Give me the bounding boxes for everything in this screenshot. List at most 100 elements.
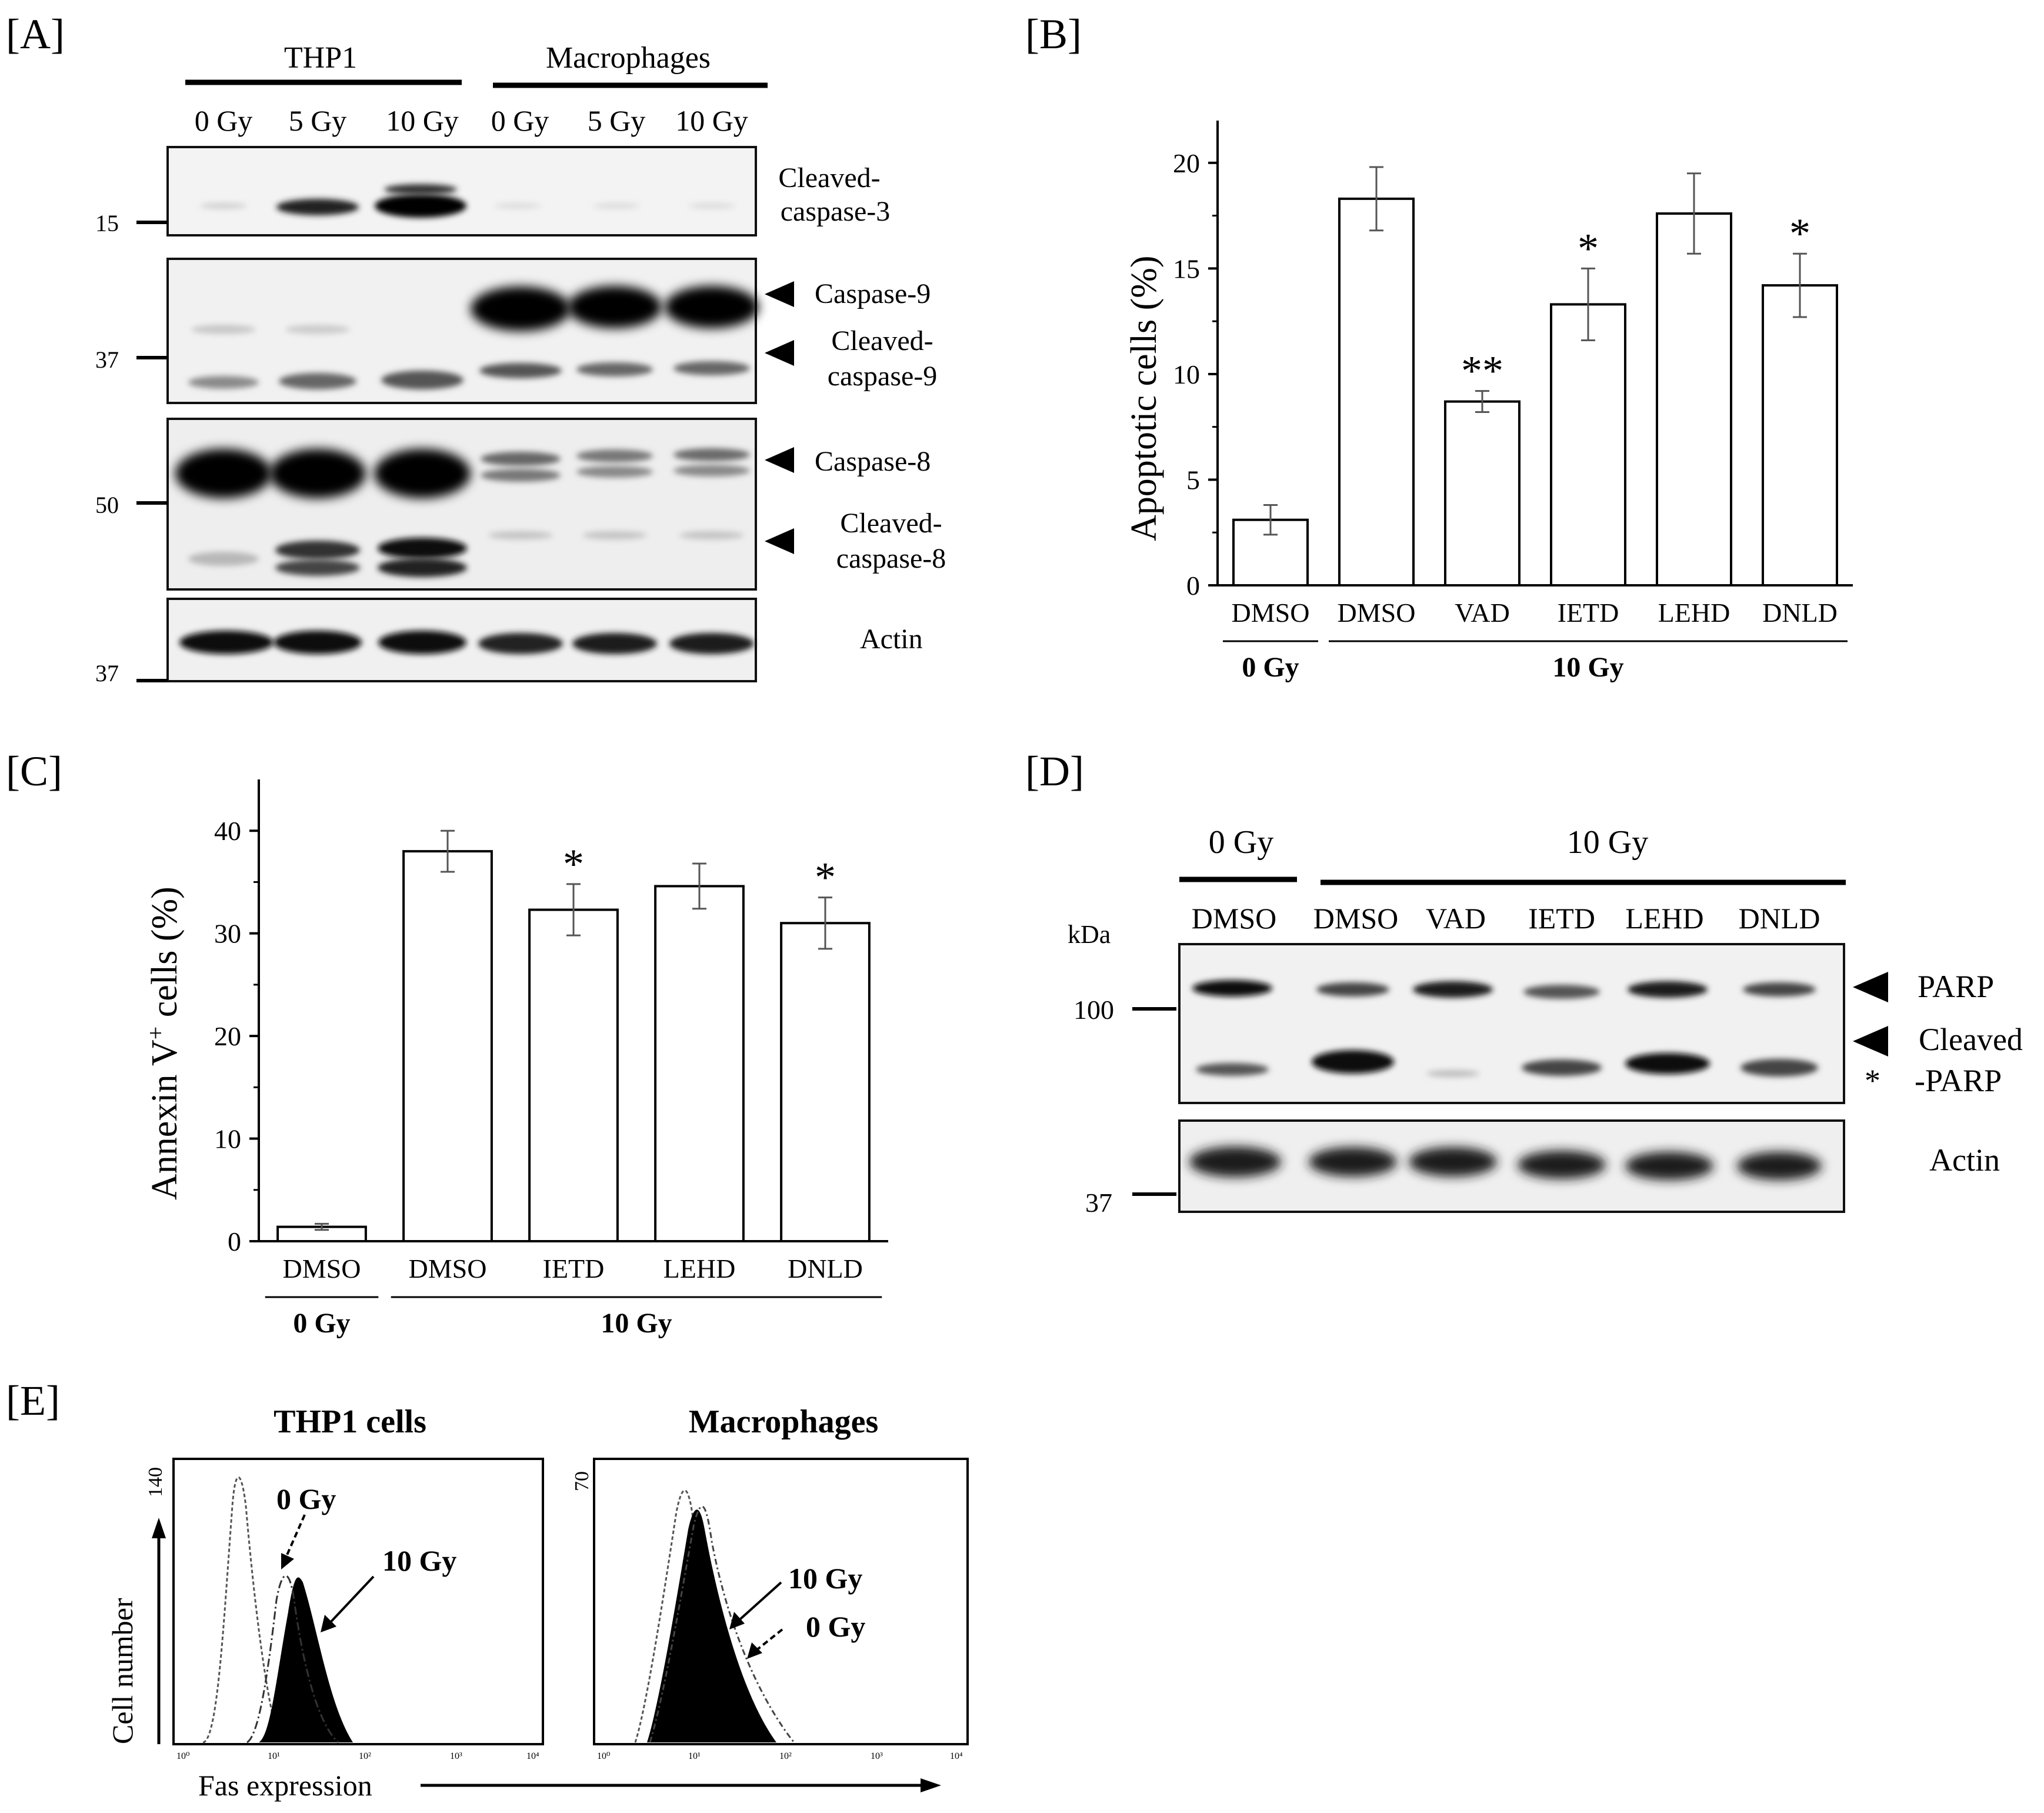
x-tick-label: 10²: [359, 1751, 371, 1761]
panel-e-label: [E]: [6, 1377, 60, 1424]
lane-label: 5 Gy: [289, 104, 347, 137]
bar: [1656, 212, 1732, 586]
arrowhead-icon: [765, 528, 794, 554]
group-label: 10 Gy: [601, 1308, 672, 1339]
marker-label: 37: [95, 660, 119, 686]
lane-label: DMSO: [1192, 902, 1276, 935]
lane-label: 5 Gy: [588, 104, 646, 137]
blot-actin: [166, 598, 757, 682]
significance-star: *: [1789, 210, 1810, 257]
lane-label: VAD: [1426, 902, 1486, 935]
arrowhead-icon: [281, 1553, 294, 1569]
dose-label: 0 Gy: [806, 1610, 865, 1643]
bar: [780, 922, 871, 1242]
arrowhead-icon: [921, 1778, 941, 1792]
x-tick-label: DMSO: [283, 1254, 361, 1284]
arrowhead-icon: [765, 340, 794, 366]
bar: [1762, 284, 1838, 586]
panel-c-label: [C]: [6, 748, 62, 795]
histogram-thp1: 0 Gy 10 Gy 140 10⁰ 10¹ 10² 10³ 10⁴: [145, 1458, 544, 1761]
y-tick-label: 40: [214, 816, 241, 846]
y-max-label: 140: [145, 1467, 166, 1497]
x-tick-label: LEHD: [1658, 598, 1730, 628]
lane-label: DNLD: [1739, 902, 1820, 935]
bar: [654, 885, 745, 1242]
arrowhead-icon: [765, 447, 794, 473]
arrowhead-icon: [747, 1642, 762, 1659]
x-tick-label: DMSO: [1338, 598, 1416, 628]
y-axis-label: Cell number: [106, 1598, 139, 1744]
x-tick-label: IETD: [1558, 598, 1619, 628]
y-tick-label: 5: [1186, 465, 1200, 495]
macrophages-group-label: Macrophages: [546, 41, 711, 75]
x-tick-label: 10¹: [268, 1751, 280, 1761]
group-label: 0 Gy: [1242, 652, 1299, 683]
y-axis-label: Annexin V+ cells (%): [142, 886, 185, 1200]
y-tick-label: 0: [1186, 571, 1200, 601]
x-tick-label: 10²: [779, 1751, 792, 1761]
histogram-10gy-filled: [259, 1577, 353, 1742]
isotype-curve: [202, 1476, 281, 1744]
bar: [528, 908, 619, 1242]
panel-c: [C] 0 10 20 30 40 DMSO DMSO IETD * LEHD DNLD * 0 Gy 1…: [6, 748, 888, 1339]
y-tick-label: 20: [214, 1021, 241, 1051]
y-tick-label: 10: [1173, 359, 1200, 389]
lane-label: DMSO: [1313, 902, 1398, 935]
panel-a: [A] THP1 Macrophages 0 Gy 5 Gy 10 Gy 0 G…: [6, 11, 946, 686]
blot-label: Actin: [860, 624, 923, 655]
y-tick-label: 20: [1173, 148, 1200, 178]
blot-label: Cleaved: [1919, 1022, 2023, 1057]
bar: [1444, 400, 1521, 586]
dose-10gy-arrow: [325, 1575, 375, 1628]
panel-d-label: [D]: [1025, 748, 1084, 795]
panel-e: [E] THP1 cells Macrophages 0 Gy 10 Gy 14…: [6, 1377, 969, 1802]
blot-label: Cleaved-: [831, 325, 933, 356]
x-tick-label: DMSO: [1232, 598, 1310, 628]
arrowhead-icon: [321, 1615, 336, 1632]
x-tick-label: LEHD: [663, 1254, 736, 1284]
x-tick-label: 10¹: [688, 1751, 701, 1761]
bar: [1338, 197, 1415, 586]
x-tick-label: 10⁰: [597, 1751, 610, 1761]
x-tick-label: DNLD: [1762, 598, 1838, 628]
panel-a-label: [A]: [6, 11, 65, 58]
chart-c: 0 10 20 30 40 DMSO DMSO IETD * LEHD DNLD * 0 Gy 10 Gy…: [142, 779, 888, 1339]
y-tick-label: 30: [214, 919, 241, 949]
histogram-0gy-curve: [649, 1505, 795, 1743]
kda-label: kDa: [1068, 920, 1111, 949]
arrowhead-icon: [1853, 972, 1888, 1002]
dose-label: 10 Gy: [382, 1544, 456, 1577]
significance-star: **: [1461, 348, 1503, 395]
panel-b-label: [B]: [1025, 11, 1082, 58]
dose-label: 10 Gy: [788, 1562, 862, 1595]
marker-label: 37: [1085, 1188, 1112, 1218]
marker-label: 50: [95, 492, 119, 518]
blot-label: Actin: [1929, 1142, 2000, 1178]
lane-label: 0 Gy: [195, 104, 253, 137]
blot-cleaved-caspase-3: [166, 146, 757, 236]
lane-label: 0 Gy: [491, 104, 549, 137]
significance-star: *: [563, 841, 584, 888]
y-tick-label: 15: [1173, 254, 1200, 284]
x-tick-label: 10³: [871, 1751, 883, 1761]
histogram-0gy-curve: [246, 1575, 339, 1744]
arrowhead-icon: [765, 281, 794, 307]
y-axis-label: Apoptotic cells (%): [1124, 255, 1164, 541]
x-tick-label: DMSO: [409, 1254, 487, 1284]
nonspecific-star: *: [1865, 1063, 1880, 1098]
blot-label: Cleaved-: [778, 162, 880, 194]
isotype-curve: [634, 1489, 760, 1743]
blot-parp: [1178, 943, 1845, 1104]
y-tick-label: 0: [228, 1227, 241, 1257]
blot-label: Cleaved-: [840, 508, 942, 539]
x-tick-label: 10⁴: [526, 1751, 539, 1761]
group-label: 10 Gy: [1552, 652, 1623, 683]
significance-star: *: [815, 854, 836, 901]
blot-caspase-9: [166, 258, 759, 404]
x-tick-label: IETD: [543, 1254, 605, 1284]
arrowhead-icon: [1853, 1026, 1888, 1057]
y-max-label: 70: [571, 1471, 593, 1491]
blot-caspase-8: [166, 418, 757, 591]
